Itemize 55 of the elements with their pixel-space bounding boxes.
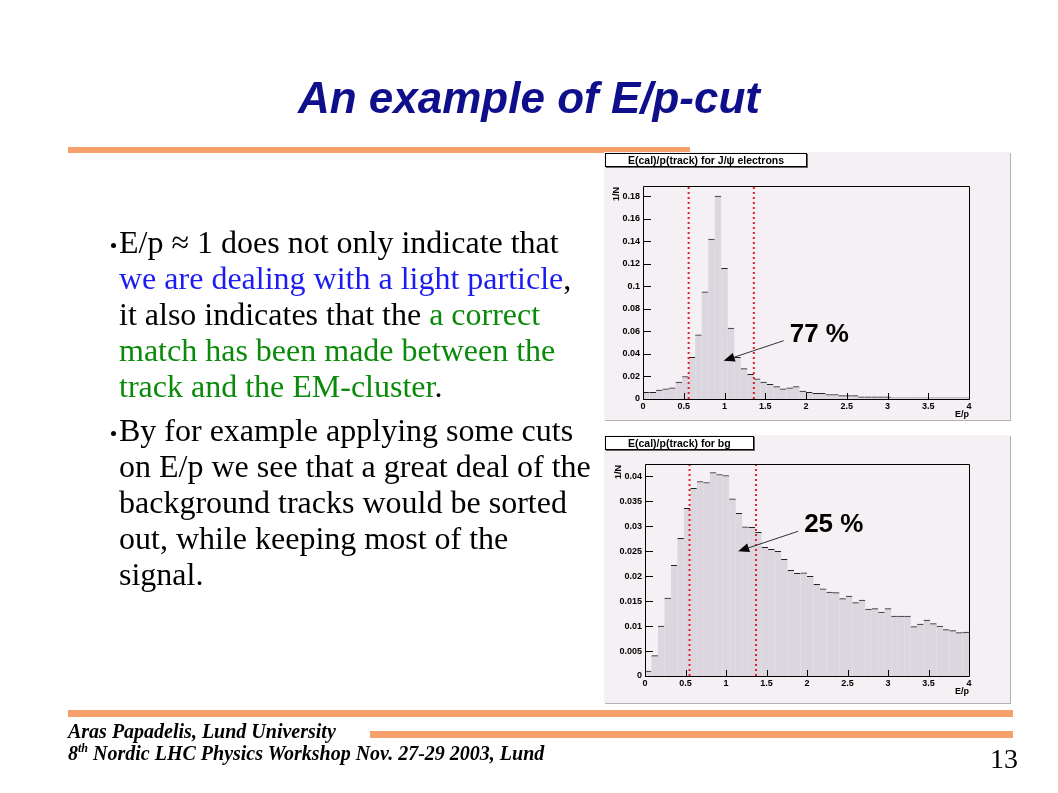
annotation: 77 %	[789, 317, 849, 348]
y-tick-label: 0.02	[622, 370, 640, 381]
y-tick-label: 0.015	[619, 595, 642, 606]
y-tick-label: 0.035	[619, 495, 642, 506]
text: it also indicates that the	[119, 296, 422, 332]
y-tick-label: 0	[636, 670, 642, 681]
y-tick-label: 0.025	[619, 545, 642, 556]
y-tick-label: 0.18	[622, 190, 640, 201]
x-tick-label: 2.5	[840, 400, 854, 411]
y-tick-label: 0	[634, 393, 640, 404]
x-tick-label: 1	[721, 400, 728, 411]
x-axis-title: E/p	[954, 686, 970, 696]
text: match has been made between the	[119, 332, 556, 368]
x-tick-label: 1.5	[758, 400, 772, 411]
x-tick-label: 2.5	[841, 677, 854, 688]
text: E/p ≈ 1 does not only indicate that	[119, 224, 559, 260]
x-tick-label: 3.5	[921, 400, 935, 411]
y-tick-label: 0.04	[624, 470, 642, 481]
text: By for example applying some cuts on E/p we see that a great deal of the background tracks would be sorted out, while keeping most of the signal.	[119, 412, 592, 592]
y-tick-label: 0.02	[624, 570, 642, 581]
y-tick-label: 0.16	[622, 213, 640, 224]
text: .	[434, 368, 443, 404]
y-tick-label: 0.005	[619, 645, 642, 656]
text: 13	[990, 743, 1018, 776]
chart-title: E(cal)/p(track) for J/ψ electrons	[605, 153, 808, 167]
x-tick-label: 2	[804, 677, 810, 688]
x-tick-label: 4	[966, 400, 972, 411]
x-tick-label: 4	[966, 677, 972, 688]
text: we are dealing with a light particle	[119, 260, 564, 296]
y-tick-label: 0.12	[622, 258, 640, 269]
x-tick-label: 2	[803, 400, 809, 411]
text: track and the EM-cluster	[119, 368, 435, 404]
y-tick-label: 0.01	[624, 620, 642, 631]
text: Aras Papadelis, Lund University	[68, 720, 336, 743]
chart-title: E(cal)/p(track) for bg	[605, 436, 754, 450]
annotation: 25 %	[804, 508, 864, 539]
x-tick-label: 3	[885, 677, 891, 688]
x-tick-label: 3.5	[922, 677, 935, 688]
y-tick-label: 0.06	[622, 325, 640, 336]
x-tick-label: 0.5	[677, 400, 691, 411]
text: ,	[563, 260, 572, 296]
y-tick-label: 0.04	[622, 348, 640, 359]
y-tick-label: 0.14	[622, 235, 640, 246]
text: An example of E/p-cut	[296, 73, 763, 124]
y-axis-title: 1/N	[613, 465, 623, 480]
x-tick-label: 0.5	[679, 677, 692, 688]
y-tick-label: 0.08	[622, 303, 640, 314]
y-tick-label: 0.03	[624, 520, 642, 531]
y-tick-label: 0.1	[627, 280, 640, 291]
x-tick-label: 1	[723, 677, 729, 688]
y-axis-title: 1/N	[611, 187, 621, 202]
x-axis-title: E/p	[954, 409, 970, 419]
text: a correct	[429, 296, 541, 332]
x-tick-label: 1.5	[760, 677, 773, 688]
x-tick-label: 3	[884, 400, 891, 411]
